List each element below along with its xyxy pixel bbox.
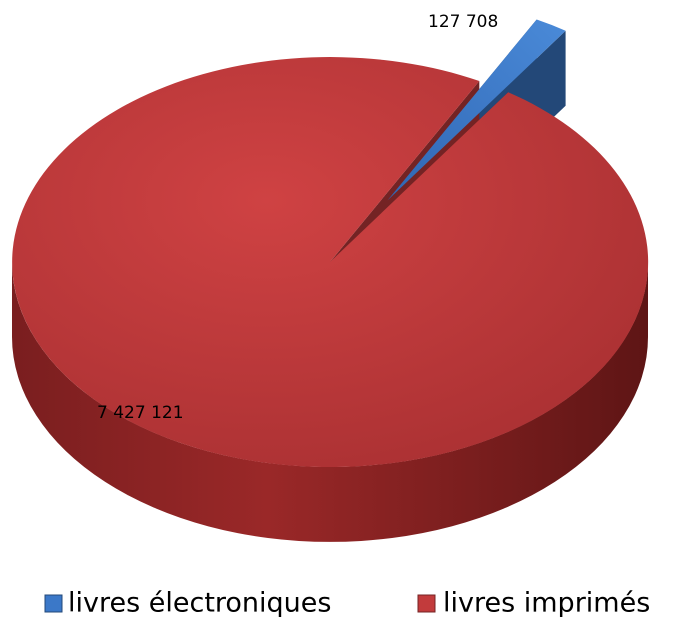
legend-swatch: [44, 594, 63, 613]
data-label: 127 708: [428, 12, 498, 32]
pie-slice: [387, 19, 566, 201]
legend-label: livres imprimés: [443, 588, 650, 619]
legend-label: livres électroniques: [68, 588, 331, 619]
legend-swatch: [417, 594, 436, 613]
pie-slice: [12, 57, 649, 468]
slice-side: [12, 262, 648, 542]
data-label: 7 427 121: [97, 403, 184, 423]
plot-area: 127 708 7 427 121 livres électroniques livr…: [12, 12, 650, 619]
